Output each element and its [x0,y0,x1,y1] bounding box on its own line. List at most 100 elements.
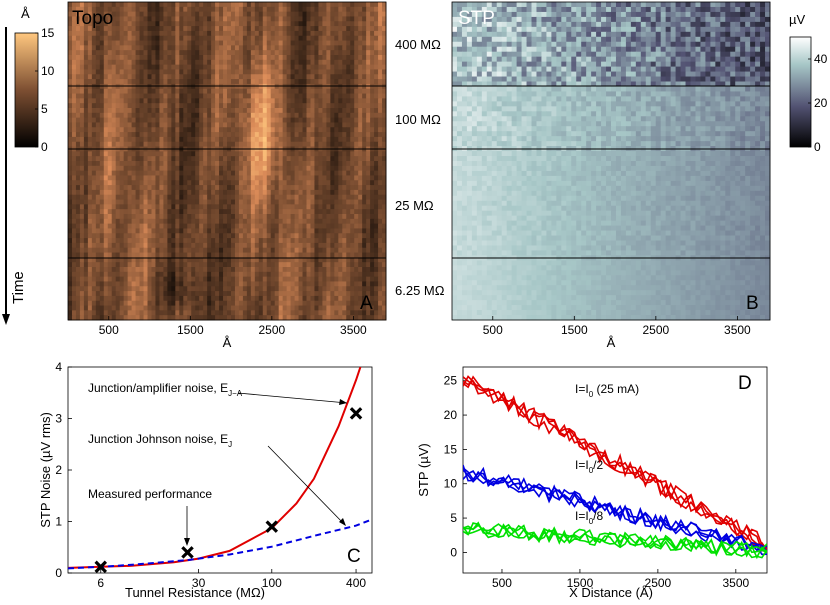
topo-pixel [103,165,109,172]
topo-pixel [103,194,109,201]
topo-pixel [294,40,300,46]
topo-pixel [258,238,264,244]
topo-pixel [286,156,292,162]
topo-pixel [270,69,276,75]
topo-pixel [350,170,355,176]
topo-pixel [183,35,188,42]
topo-pixel [318,218,323,225]
topo-pixel [111,11,117,17]
topo-pixel [203,175,208,181]
topo-pixel [123,262,129,268]
topo-pixel [278,83,284,90]
topo-pixel [382,199,387,205]
topo-pixel [234,170,240,176]
topo-pixel [358,286,363,292]
topo-pixel [123,83,129,90]
topo-pixel [350,69,355,75]
topo-pixel [131,262,137,268]
topo-pixel [230,6,236,13]
topo-pixel [135,295,141,302]
topo-pixel [187,117,192,123]
topo-pixel [310,98,315,104]
topo-pixel [71,64,77,70]
topo-pixel [250,30,256,37]
topo-pixel [346,35,351,42]
topo-pixel [175,88,180,95]
topo-pixel [266,6,272,13]
topo-pixel [215,156,220,162]
topo-pixel [246,209,252,215]
topo-pixel [79,122,85,128]
topo-pixel [258,295,264,302]
topo-pixel [370,30,375,37]
topo-pixel [68,74,73,80]
topo-pixel [346,209,351,215]
topo-pixel [103,55,109,61]
topo-pixel [147,209,152,215]
topo-pixel [151,185,156,191]
topo-pixel [306,228,311,234]
topo-pixel [111,64,117,70]
topo-pixel [286,2,292,8]
topo-pixel [139,247,145,254]
topo-pixel [211,291,216,297]
topo-pixel [250,93,256,99]
topo-pixel [298,79,304,85]
topo-pixel [342,291,347,297]
topo-pixel [155,300,160,307]
topo-pixel [318,79,323,85]
topo-pixel [219,185,224,191]
topo-pixel [318,59,323,66]
topo-pixel [374,93,379,99]
topo-pixel [195,223,200,229]
topo-pixel [326,242,331,249]
topo-pixel [382,2,387,8]
topo-pixel [71,45,77,51]
topo-pixel [334,271,339,278]
topo-pixel [68,185,73,191]
topo-pixel [167,136,172,143]
topo-pixel [294,21,300,27]
topo-pixel [290,50,296,56]
topo-pixel [127,2,133,8]
topo-pixel [219,218,224,225]
topo-pixel [187,228,192,234]
topo-pixel [374,11,379,17]
topo-pixel [115,103,121,109]
topo-pixel [68,271,73,278]
topo-pixel [83,98,89,104]
topo-pixel [382,79,387,85]
topo-pixel [191,223,196,229]
topo-pixel [350,64,355,70]
topo-pixel [374,214,379,220]
topo-pixel [378,112,383,119]
topo-pixel [290,55,296,61]
topo-pixel [262,2,268,8]
topo-pixel [131,209,137,215]
topo-pixel [71,262,77,268]
topo-pixel [282,214,288,220]
topo-pixel [254,214,260,220]
topo-pixel [111,59,117,66]
topo-pixel [131,242,137,249]
topo-pixel [79,242,85,249]
topo-pixel [227,170,232,176]
topo-pixel [290,204,296,210]
topo-pixel [79,204,85,210]
topo-pixel [346,180,351,186]
topo-pixel [318,170,323,176]
topo-pixel [219,40,224,46]
topo-pixel [330,6,335,13]
topo-pixel [163,117,168,123]
topo-pixel [159,64,164,70]
topo-pixel [362,11,367,17]
topo-pixel [123,117,129,123]
topo-pixel [242,83,248,90]
topo-pixel [143,108,148,114]
topo-pixel [270,64,276,70]
topo-pixel [246,117,252,123]
topo-pixel [199,88,204,95]
topo-pixel [370,108,375,114]
topo-pixel [334,30,339,37]
topo-pixel [131,247,137,254]
